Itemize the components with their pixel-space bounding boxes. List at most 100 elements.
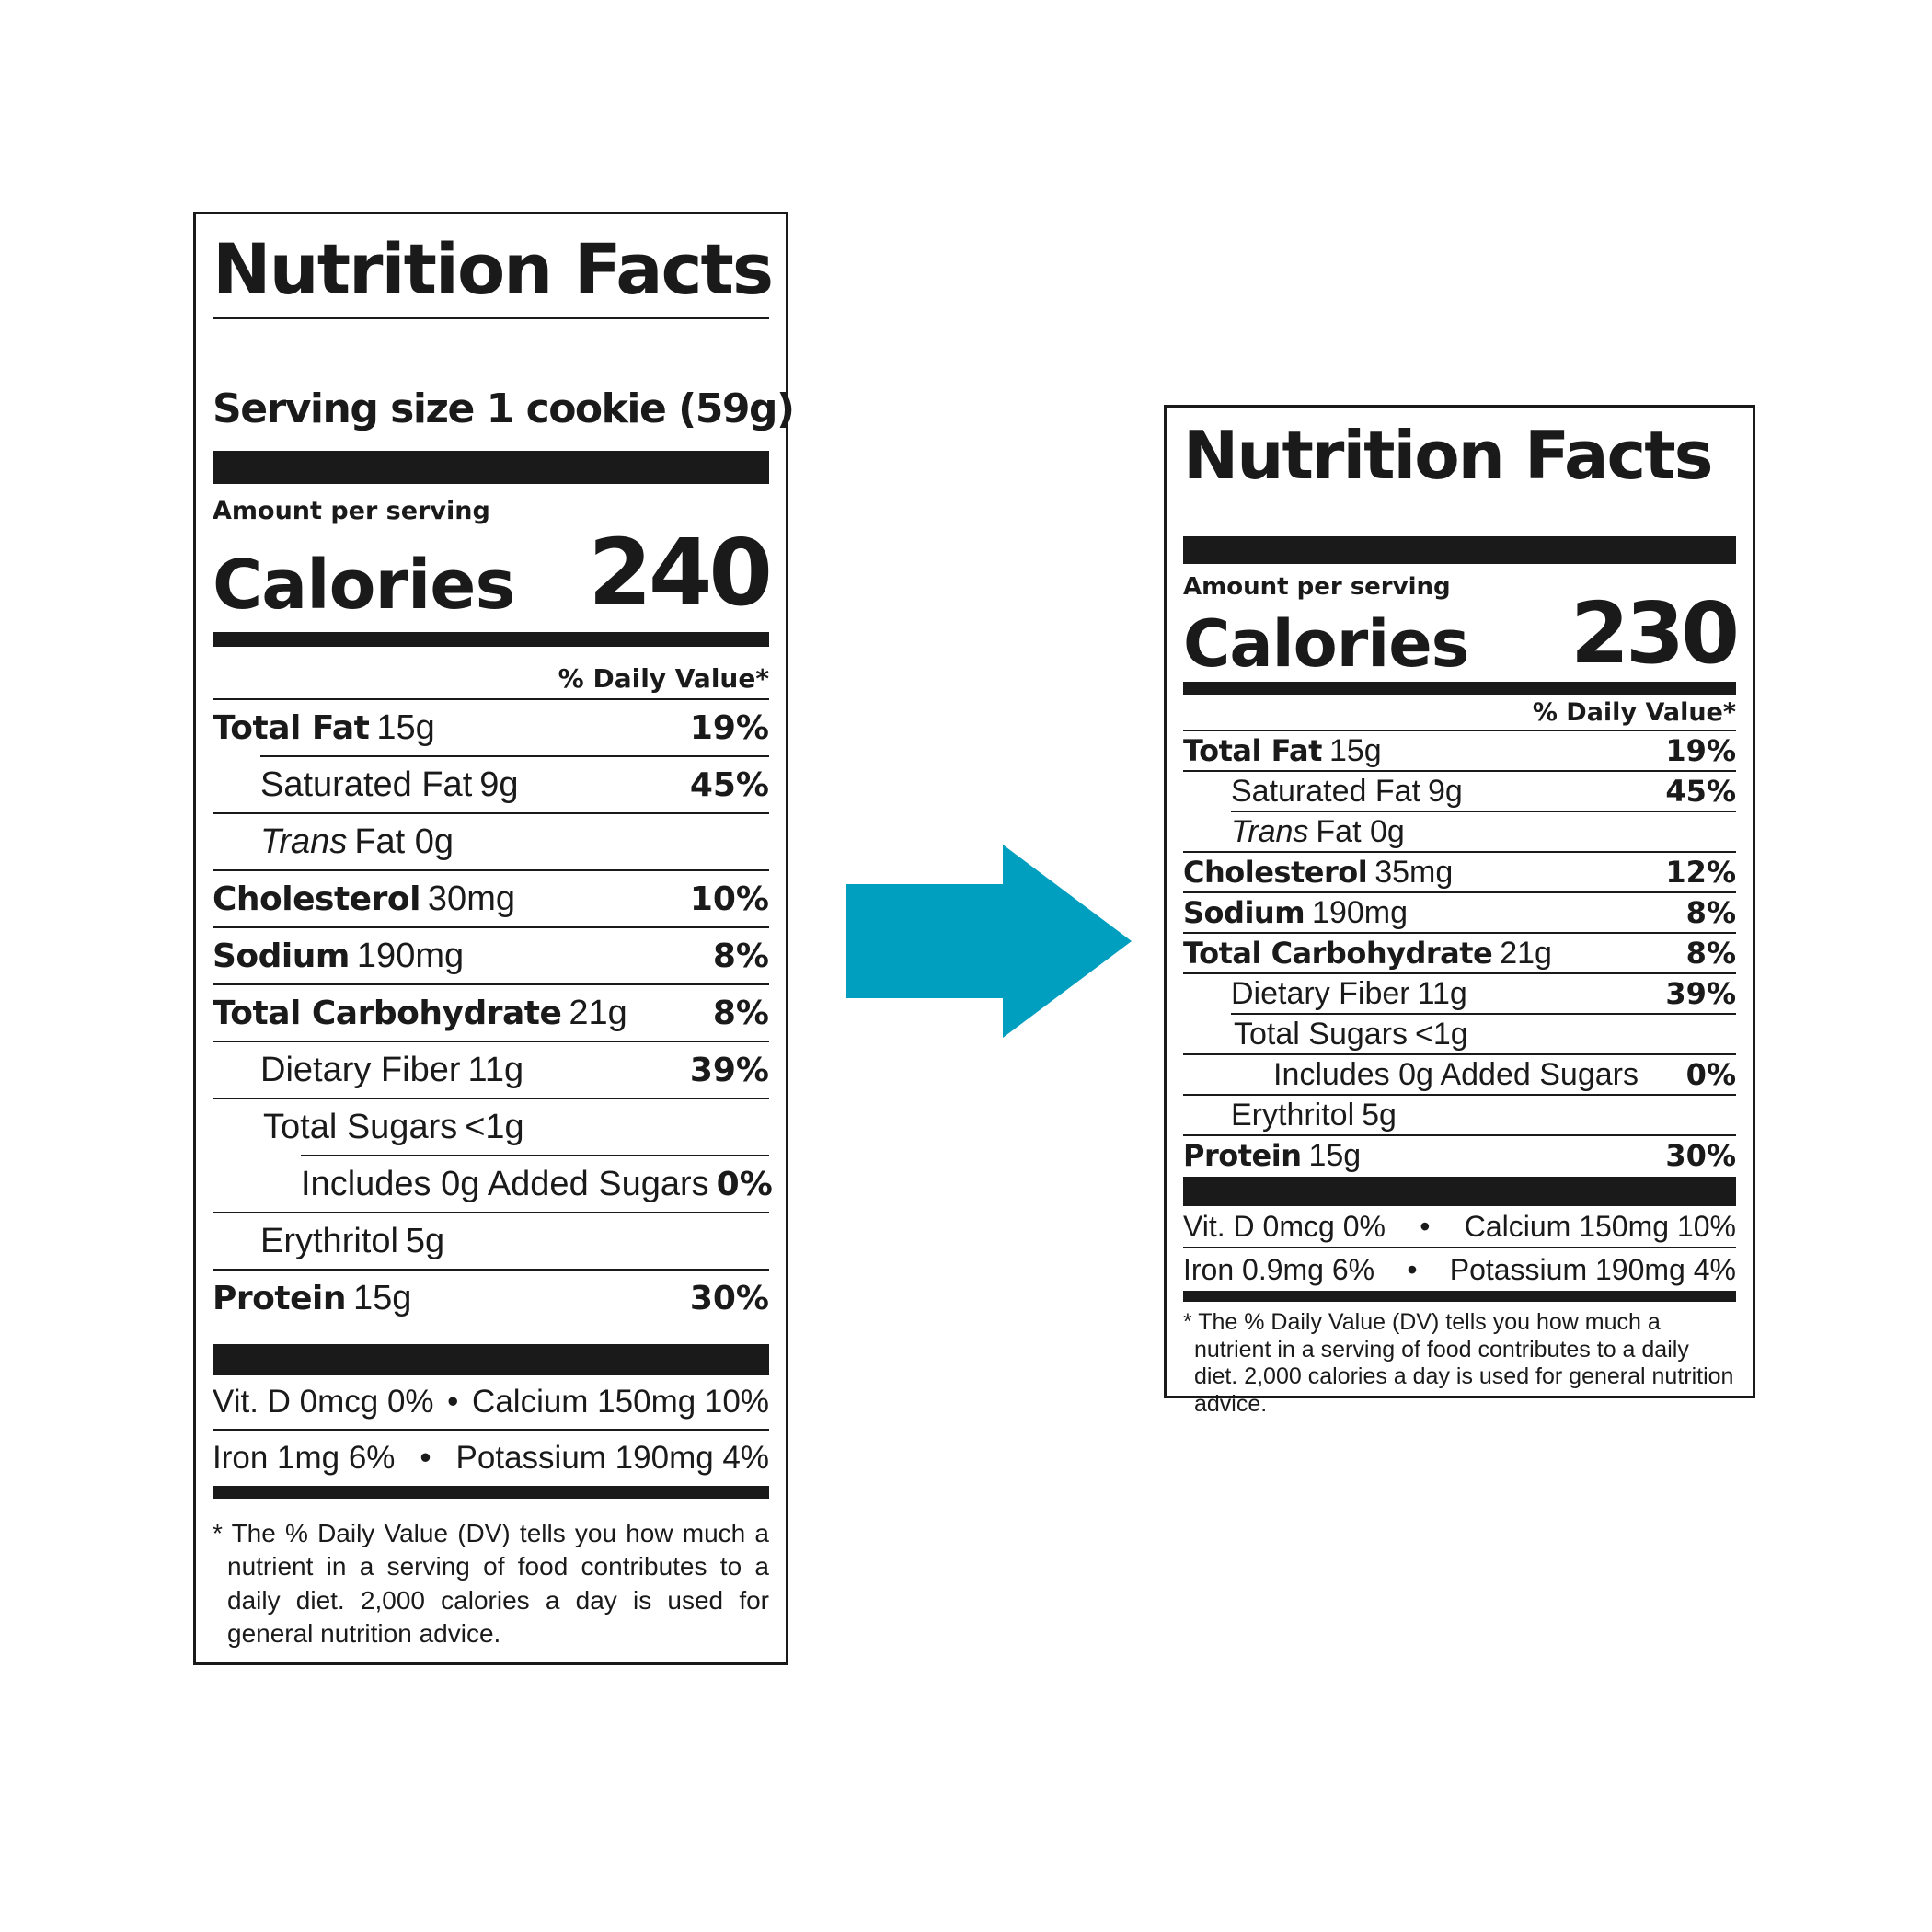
vitamin-right: Potassium 190mg 4% [455, 1440, 769, 1476]
serving-size: Serving size 1 cookie (59g) [213, 385, 795, 432]
nutrient-list: Total Fat 15g 19% Saturated Fat 9g 45% Trans Fa… [1183, 730, 1736, 1175]
nutrient-amount: <1g [465, 1107, 524, 1146]
nutrient-name: Cholesterol [1183, 854, 1368, 890]
thick-divider [1183, 536, 1736, 564]
row-divider [260, 755, 769, 757]
nutrient-name: Includes 0g Added Sugars [301, 1164, 709, 1203]
row-divider [213, 812, 769, 814]
daily-value-percent: 45% [1665, 774, 1736, 809]
label-title: Nutrition Facts [213, 228, 774, 310]
calories-label: Calories [213, 546, 516, 625]
daily-value-percent: 12% [1665, 855, 1736, 890]
daily-value-header: % Daily Value* [1532, 698, 1736, 727]
daily-value-percent: 10% [689, 880, 769, 918]
thick-divider [213, 451, 769, 484]
divider [213, 317, 769, 319]
nutrient-amount: 15g [352, 1278, 412, 1317]
daily-value-percent: 8% [1685, 895, 1736, 930]
nutrient-row: Dietary Fiber 11g 39% [1183, 972, 1736, 1013]
nutrient-name: Erythritol [260, 1221, 398, 1260]
daily-value-percent: 0% [716, 1165, 773, 1203]
row-divider [1183, 972, 1736, 974]
row-divider [213, 1098, 769, 1099]
nutrient-row: Cholesterol 35mg 12% [1183, 851, 1736, 891]
nutrient-name: Total Fat [213, 708, 370, 747]
daily-value-percent: 30% [689, 1279, 769, 1317]
nutrient-amount: 190mg [1312, 894, 1408, 930]
daily-value-percent: 19% [1665, 733, 1736, 768]
nutrient-row: Total Fat 15g 19% [213, 698, 769, 755]
nutrient-row: Trans Fat 0g [1183, 811, 1736, 851]
nutrient-row: Total Sugars <1g [1183, 1013, 1736, 1053]
nutrient-name: Saturated Fat [260, 765, 473, 804]
nutrient-name: Dietary Fiber [1231, 975, 1410, 1011]
row-divider [213, 1041, 769, 1042]
row-divider [213, 983, 769, 985]
row-divider [213, 869, 769, 871]
footnote: * The % Daily Value (DV) tells you how m… [1183, 1309, 1734, 1417]
row-divider [1183, 1094, 1736, 1096]
daily-value-percent: 39% [689, 1051, 769, 1089]
nutrition-label-old: Nutrition Facts Serving size 1 cookie (5… [193, 212, 795, 1665]
daily-value-percent: 39% [1665, 976, 1736, 1011]
medium-divider [1183, 1291, 1736, 1302]
nutrient-row: Total Fat 15g 19% [1183, 730, 1736, 770]
nutrient-name: Sodium [1183, 894, 1305, 930]
nutrient-name: Total Carbohydrate [1183, 935, 1493, 971]
daily-value-percent: 0% [1685, 1057, 1736, 1092]
nutrition-label-new: Nutrition Facts Amount per serving Calor… [1164, 405, 1755, 1417]
vitamin-right: Potassium 190mg 4% [1449, 1252, 1736, 1286]
nutrient-name: Cholesterol [213, 880, 420, 918]
row-divider [1183, 932, 1736, 934]
nutrient-row: Saturated Fat 9g 45% [213, 755, 769, 812]
row-divider [213, 1269, 769, 1271]
nutrient-row: Trans Fat 0g [213, 812, 769, 869]
vitamin-list: Vit. D 0mcg 0% • Calcium 150mg 10% Iron 0.9… [1183, 1206, 1736, 1291]
calories-value: 240 [588, 519, 773, 627]
daily-value-percent: 8% [712, 994, 769, 1032]
nutrient-name: Erythritol [1231, 1097, 1355, 1133]
calories-label: Calories [1183, 606, 1469, 682]
nutrient-row: Saturated Fat 9g 45% [1183, 770, 1736, 811]
row-divider [1183, 891, 1736, 893]
nutrient-name: Trans [1231, 813, 1309, 849]
nutrient-amount: 21g [569, 993, 627, 1032]
bullet-icon: • [1407, 1252, 1418, 1286]
nutrient-amount: 15g [1328, 732, 1382, 768]
nutrient-row: Cholesterol 30mg 10% [213, 869, 769, 926]
nutrient-row: Includes 0g Added Sugars 0% [213, 1155, 773, 1212]
vitamin-left: Vit. D 0mcg 0% [1183, 1209, 1386, 1243]
nutrient-name: Trans [260, 822, 348, 861]
vitamin-list: Vit. D 0mcg 0% • Calcium 150mg 10% Iron 1mg… [213, 1375, 769, 1486]
row-divider [1231, 1013, 1736, 1015]
nutrient-name: Protein [213, 1279, 346, 1317]
nutrient-row: Erythritol 5g [1183, 1094, 1736, 1134]
nutrient-amount: 35mg [1374, 854, 1454, 890]
nutrient-amount: Fat 0g [354, 822, 454, 861]
nutrient-name: Includes 0g Added Sugars [1273, 1056, 1639, 1092]
vitamin-right: Calcium 150mg 10% [472, 1384, 769, 1420]
nutrient-list: Total Fat 15g 19% Saturated Fat 9g 45% Trans Fa… [213, 698, 773, 1326]
nutrient-row: Erythritol 5g [213, 1212, 769, 1269]
vitamin-right: Calcium 150mg 10% [1464, 1209, 1736, 1243]
row-divider [213, 1212, 769, 1213]
daily-value-percent: 8% [1685, 936, 1736, 971]
nutrient-row: Dietary Fiber 11g 39% [213, 1041, 769, 1098]
nutrient-name: Total Carbohydrate [213, 994, 562, 1032]
arrow-right-icon [846, 845, 1132, 1038]
nutrient-row: Sodium 190mg 8% [213, 926, 769, 983]
nutrient-amount: 5g [405, 1221, 445, 1260]
daily-value-percent: 45% [689, 765, 769, 804]
nutrient-name: Protein [1183, 1137, 1302, 1173]
amount-per-serving: Amount per serving [1183, 573, 1451, 601]
nutrient-name: Dietary Fiber [260, 1050, 461, 1089]
bullet-icon: • [447, 1384, 459, 1420]
nutrient-amount: 9g [1428, 773, 1463, 809]
nutrient-amount: 5g [1362, 1097, 1397, 1133]
vitamin-row: Iron 0.9mg 6% • Potassium 190mg 4% [1183, 1248, 1736, 1291]
nutrient-amount: 11g [467, 1050, 524, 1089]
nutrient-amount: 15g [376, 707, 435, 747]
row-divider [1183, 851, 1736, 853]
bullet-icon: • [1420, 1209, 1431, 1243]
thick-divider [213, 1344, 769, 1375]
